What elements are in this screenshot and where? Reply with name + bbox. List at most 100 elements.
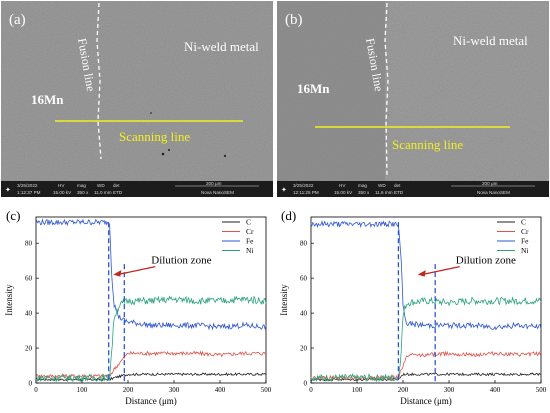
info-date: 3/25/2022	[17, 183, 38, 188]
speck	[223, 154, 227, 158]
info-scale: 200 μm	[482, 181, 498, 186]
y-tick-label: 80	[25, 240, 33, 248]
sem-image-a: (a) Ni-weld metal 16Mn Fusion line Scann…	[1, 1, 273, 197]
info-scale: 200 μm	[206, 181, 222, 186]
panel-label: (a)	[9, 12, 26, 28]
y-tick-label: 0	[29, 380, 33, 388]
x-tick-label: 100	[77, 386, 88, 394]
x-tick-label: 500	[536, 386, 547, 394]
region-label-base: 16Mn	[297, 81, 330, 96]
info-wd-label: WD	[97, 183, 105, 188]
micrograph-texture	[1, 1, 273, 181]
x-tick-label: 0	[309, 386, 313, 394]
annotation-label: Dilution zone	[456, 255, 516, 267]
info-hv-label: HV	[339, 183, 346, 188]
legend-label: C	[521, 218, 526, 227]
x-tick-label: 400	[490, 386, 501, 394]
x-tick-label: 300	[169, 386, 180, 394]
x-tick-label: 0	[34, 386, 38, 394]
y-tick-label: 20	[300, 345, 308, 353]
info-mag-label: mag	[77, 183, 86, 188]
scanning-line-label: Scanning line	[392, 137, 463, 152]
info-det: ETD	[113, 190, 123, 195]
y-tick-label: 20	[25, 345, 33, 353]
info-mag: 350 x	[358, 190, 370, 195]
info-time: 12:11:25 PM	[293, 190, 319, 195]
info-date: 3/25/2022	[293, 183, 314, 188]
info-det: ETD	[394, 190, 404, 195]
annotation-arrow-head-icon	[113, 270, 122, 277]
info-wd: 11.6 mm	[375, 190, 393, 195]
sem-info-text: ✦ 3/25/2022 12:11:25 PM HV 15.00 kV mag …	[281, 181, 535, 195]
plot-frame	[310, 216, 542, 384]
info-det-label: det	[394, 183, 401, 188]
plot-frame	[35, 216, 267, 384]
y-tick-label: 40	[25, 310, 33, 318]
x-tick-label: 500	[261, 386, 272, 394]
series-line-c	[35, 372, 267, 382]
series-line-cr	[310, 350, 542, 381]
panel-label: (c)	[6, 208, 20, 223]
y-tick-label: 80	[300, 240, 308, 248]
y-tick-label: 0	[304, 380, 308, 388]
fei-logo-icon: ✦	[281, 186, 287, 194]
fusion-line	[384, 2, 389, 177]
legend-label: C	[246, 218, 251, 227]
fei-logo-icon: ✦	[5, 186, 11, 194]
info-wd: 11.0 mm	[94, 190, 112, 195]
info-instrument: Nova NanoSEM	[477, 190, 510, 195]
y-tick-label: 60	[300, 275, 308, 283]
base-metal-region	[277, 1, 385, 181]
region-label-base: 16Mn	[31, 92, 64, 107]
legend-label: Cr	[246, 227, 254, 236]
region-label-weld: Ni-weld metal	[184, 39, 259, 54]
line-scan-chart-d: 0 100 200 300 400 500 0 20 40 60 80 Distance (μm) In…	[275, 207, 550, 413]
line-scan-chart-c: 0 100 200 300 400 500 0 20 40 60 80 Distance (μm) In…	[0, 207, 275, 413]
x-axis-label: Distance (μm)	[125, 396, 177, 406]
speck	[150, 112, 152, 114]
info-instrument: Nova NanoSEM	[201, 190, 234, 195]
legend-label: Ni	[246, 246, 254, 255]
panel-label: (b)	[285, 12, 303, 28]
series-line-ni	[35, 295, 267, 383]
x-tick-label: 300	[444, 386, 455, 394]
x-tick-label: 200	[398, 386, 409, 394]
sem-info-text: ✦ 3/25/2022 1:12:37 PM HV 15.00 kV mag 3…	[5, 181, 259, 195]
chart-d-svg: 0 100 200 300 400 500 0 20 40 60 80 Distance (μm) In…	[279, 208, 547, 406]
series-line-cr	[35, 350, 267, 379]
series-line-c	[310, 372, 542, 382]
info-time: 1:12:37 PM	[17, 190, 41, 195]
info-mag-label: mag	[358, 183, 367, 188]
chart-c-svg: 0 100 200 300 400 500 0 20 40 60 80 Distance (μm) In…	[4, 208, 272, 406]
annotation-arrow-head-icon	[417, 270, 426, 277]
series-line-fe	[35, 218, 267, 331]
sem-image-b: (b) Ni-weld metal 16Mn Fusion line Scann…	[277, 1, 549, 197]
fusion-line	[96, 2, 102, 160]
micrograph-texture	[277, 1, 549, 181]
annotation-arrow-shaft	[421, 266, 460, 276]
info-wd-label: WD	[378, 183, 386, 188]
annotation-arrow-shaft	[117, 266, 156, 276]
x-axis-label: Distance (μm)	[400, 396, 452, 406]
x-tick-label: 200	[123, 386, 134, 394]
legend-label: Fe	[246, 237, 254, 246]
scanning-line-label: Scanning line	[119, 129, 190, 144]
info-hv-label: HV	[58, 183, 65, 188]
y-tick-label: 40	[300, 310, 308, 318]
series-line-ni	[310, 296, 542, 383]
x-tick-label: 400	[215, 386, 226, 394]
sem-b-canvas: (b) Ni-weld metal 16Mn Fusion line Scann…	[277, 1, 549, 197]
sem-a-canvas: (a) Ni-weld metal 16Mn Fusion line Scann…	[1, 1, 273, 197]
speck	[161, 152, 165, 156]
region-label-weld: Ni-weld metal	[453, 33, 528, 48]
x-tick-label: 100	[352, 386, 363, 394]
y-tick-label: 60	[25, 275, 33, 283]
sem-info-bar	[277, 181, 549, 197]
panel-label: (d)	[281, 208, 296, 223]
info-mag: 350 x	[77, 190, 89, 195]
sem-info-bar	[1, 181, 273, 197]
legend-label: Cr	[521, 227, 529, 236]
legend-label: Fe	[521, 237, 529, 246]
info-det-label: det	[113, 183, 120, 188]
info-hv: 15.00 kV	[334, 190, 353, 195]
